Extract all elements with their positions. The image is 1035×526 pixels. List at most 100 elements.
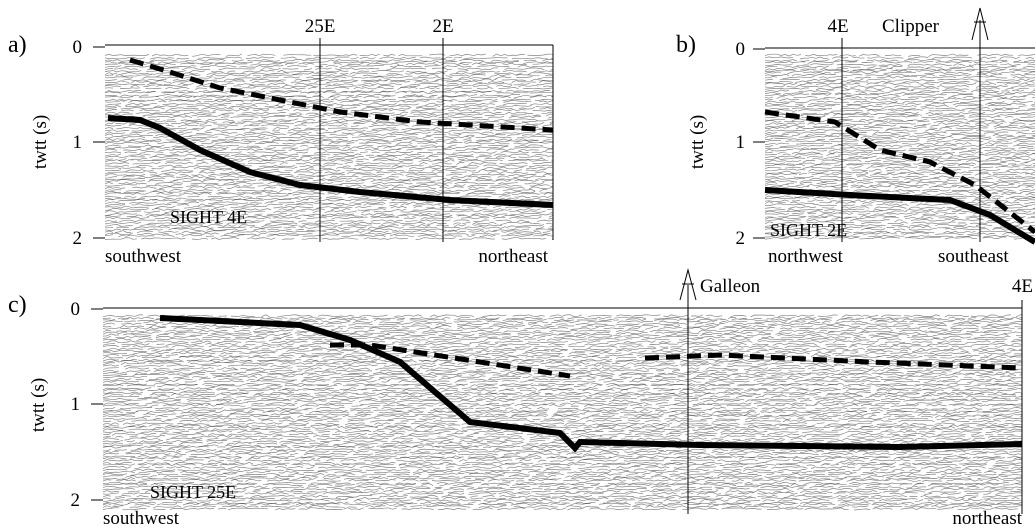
reflector <box>765 236 1035 240</box>
reflector <box>765 155 1031 159</box>
reflector <box>765 166 1035 170</box>
reflector <box>765 67 1035 71</box>
line-label: 4E <box>1012 276 1033 297</box>
reflector <box>103 472 1022 477</box>
reflector <box>765 234 1035 238</box>
reflector <box>765 104 1035 108</box>
end-label: southeast <box>938 246 1009 267</box>
reflector <box>765 73 1035 77</box>
reflector <box>765 80 1035 84</box>
reflector <box>105 128 553 132</box>
panel-label: c) <box>8 292 27 318</box>
reflector <box>103 428 1022 432</box>
reflector <box>765 168 1035 172</box>
reflector <box>765 157 1035 161</box>
horizon-dashed <box>644 352 1023 371</box>
reflector <box>765 75 1035 79</box>
reflector <box>765 126 1035 130</box>
reflector <box>103 335 1022 339</box>
y-tick-label: 2 <box>736 228 746 249</box>
reflector <box>765 89 1035 93</box>
reflector <box>105 62 553 66</box>
reflector <box>103 333 1022 337</box>
reflector <box>765 216 1035 220</box>
reflector <box>765 60 1035 64</box>
reflector <box>103 452 1022 456</box>
reflector <box>103 364 1022 368</box>
reflector <box>103 430 1022 434</box>
reflector <box>105 184 553 188</box>
reflector <box>103 470 1022 474</box>
reflector <box>103 437 1022 441</box>
reflector <box>765 177 1035 181</box>
reflector <box>103 377 1016 382</box>
reflector <box>103 399 1018 403</box>
reflector <box>103 379 1022 384</box>
reflector <box>103 468 1022 472</box>
reflector <box>103 397 1022 401</box>
reflector <box>105 230 553 234</box>
reflector <box>765 122 1035 126</box>
panel-a: a) 0 1 2 twtt (s) 25E 2E SIGHT 4E southw… <box>8 16 554 267</box>
reflector <box>103 490 1022 494</box>
reflector <box>765 230 1035 234</box>
reflector <box>765 170 1035 174</box>
reflector <box>105 150 553 154</box>
reflector <box>765 118 1035 122</box>
reflector <box>765 78 1035 82</box>
horizon-dashed <box>330 342 571 379</box>
reflector <box>103 455 1022 459</box>
reflector <box>765 153 1035 157</box>
reflector <box>103 435 1022 439</box>
reflector <box>103 475 1022 479</box>
end-label: southwest <box>105 246 182 267</box>
reflector <box>765 232 1035 236</box>
reflector <box>105 131 553 135</box>
reflector <box>105 208 553 212</box>
reflector <box>105 113 553 117</box>
section-name: SIGHT 25E <box>150 482 236 502</box>
reflector <box>105 67 553 71</box>
reflector <box>105 84 553 88</box>
reflector <box>105 190 553 195</box>
reflector <box>105 179 553 183</box>
reflector <box>103 337 1022 342</box>
panel-b: b) 0 1 2 twtt (s) 4E Clipper SIGHT 2E no… <box>676 7 1035 267</box>
reflector <box>103 331 1022 335</box>
reflector <box>765 97 1035 102</box>
reflector <box>103 492 1022 496</box>
reflector <box>105 210 553 214</box>
y-tick-label: 0 <box>736 39 746 60</box>
reflector <box>103 388 1017 393</box>
reflector <box>765 100 1035 104</box>
reflector <box>103 461 1022 465</box>
reflector <box>105 168 553 172</box>
reflector <box>105 216 553 220</box>
reflector <box>103 395 1022 399</box>
well-symbol <box>679 268 697 301</box>
section-name: SIGHT 4E <box>170 207 247 227</box>
reflector <box>765 135 1035 139</box>
reflector <box>103 502 1022 507</box>
reflector <box>105 72 553 76</box>
panel-label: a) <box>8 32 27 58</box>
reflector <box>105 139 553 143</box>
section-name: SIGHT 2E <box>770 220 847 240</box>
reflector <box>103 345 1022 349</box>
horizon-dashed <box>764 109 1035 234</box>
reflector <box>103 424 1022 428</box>
reflector <box>765 63 1035 67</box>
reflector <box>765 82 1035 86</box>
reflector <box>103 463 1021 467</box>
reflector <box>105 124 553 128</box>
reflector <box>765 144 1034 148</box>
reflector <box>105 175 546 179</box>
y-tick-label: 1 <box>71 394 81 415</box>
reflector <box>103 314 1022 318</box>
end-label: northeast <box>478 246 548 267</box>
reflector <box>103 387 1022 391</box>
reflector <box>765 208 1035 212</box>
reflector <box>103 414 1022 419</box>
line-label: Galleon <box>700 276 761 297</box>
